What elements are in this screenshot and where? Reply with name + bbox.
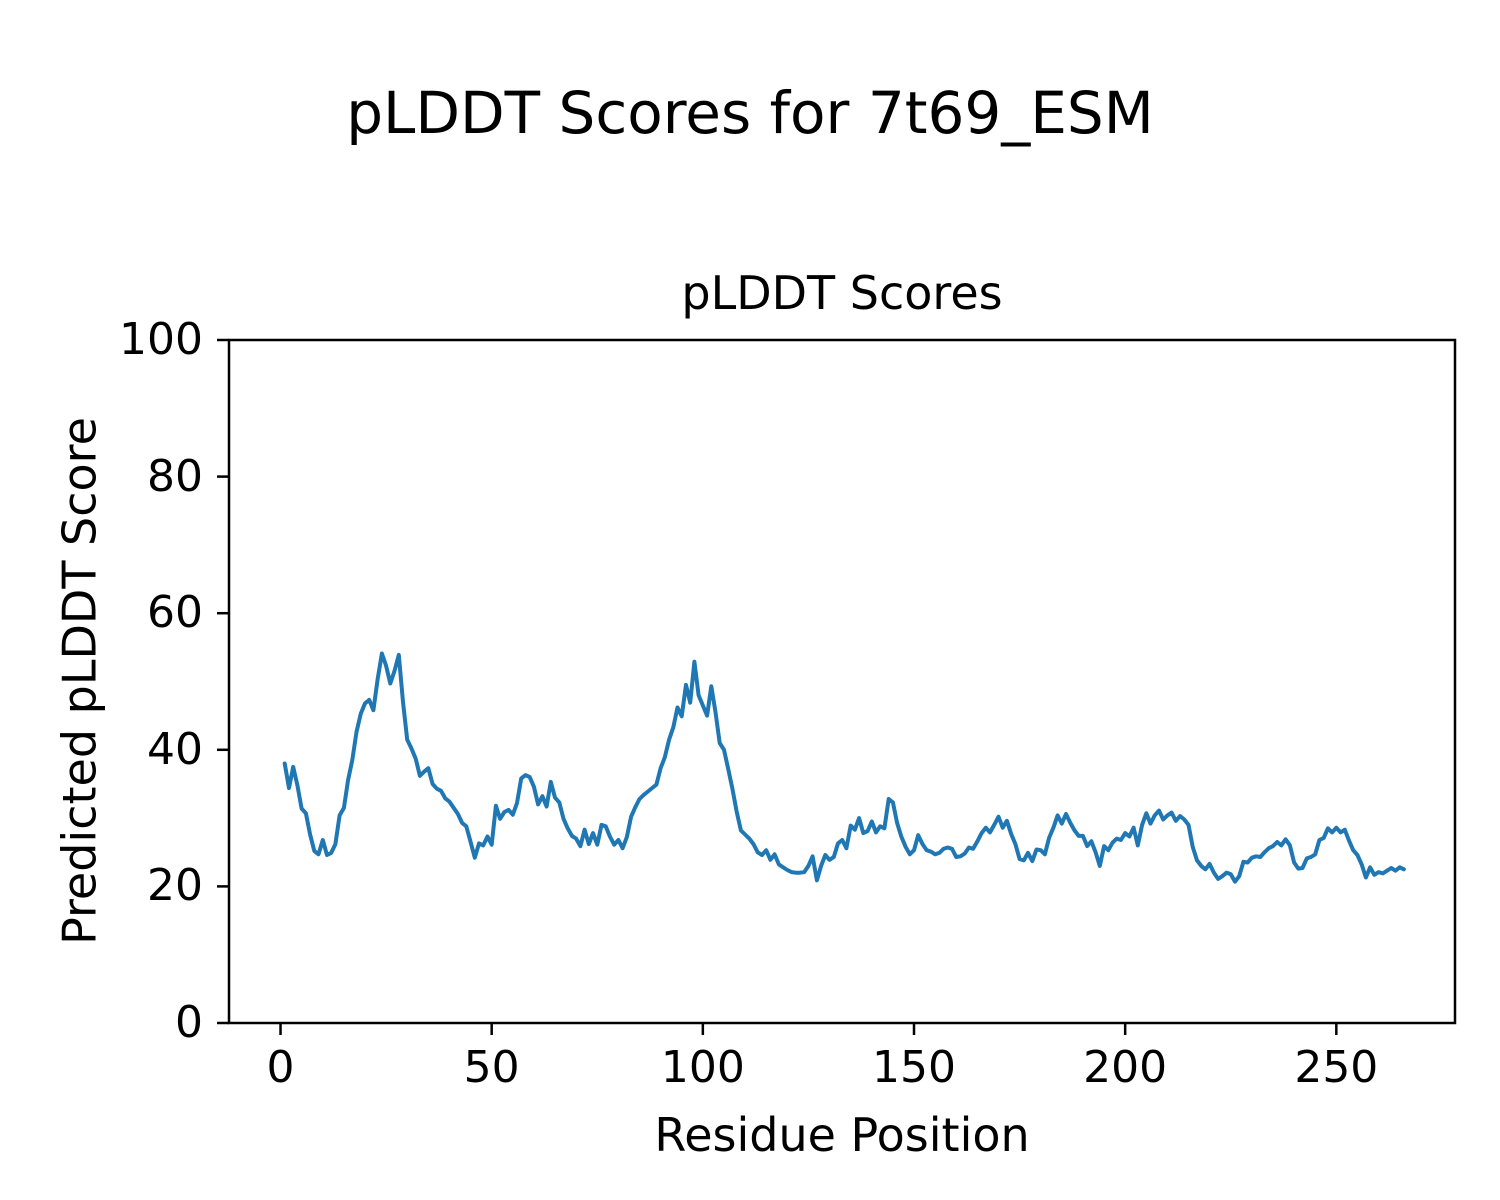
x-tick-label-50: 50 <box>463 1042 520 1093</box>
y-tick-label-60: 60 <box>147 587 203 639</box>
plddt-line-series <box>282 651 1406 884</box>
x-tick-label-200: 200 <box>1083 1042 1168 1093</box>
y-tick-label-40: 40 <box>147 723 203 775</box>
y-tick-label-0: 0 <box>175 997 203 1048</box>
plot-area <box>217 338 1457 1035</box>
x-tick-label-100: 100 <box>660 1042 745 1093</box>
y-tick-label-80: 80 <box>147 450 203 502</box>
figure-suptitle: pLDDT Scores for 7t69_ESM <box>346 79 1154 147</box>
axes-spines <box>227 338 1457 1025</box>
x-tick-label-0: 0 <box>266 1042 295 1093</box>
y-tick-label-100: 100 <box>119 314 203 365</box>
y-tick-label-20: 20 <box>147 860 203 912</box>
x-axis-label: Residue Position <box>654 1108 1030 1162</box>
axes-title: pLDDT Scores <box>681 266 1003 320</box>
x-tick-label-250: 250 <box>1294 1042 1379 1093</box>
x-tick-label-150: 150 <box>872 1042 956 1093</box>
